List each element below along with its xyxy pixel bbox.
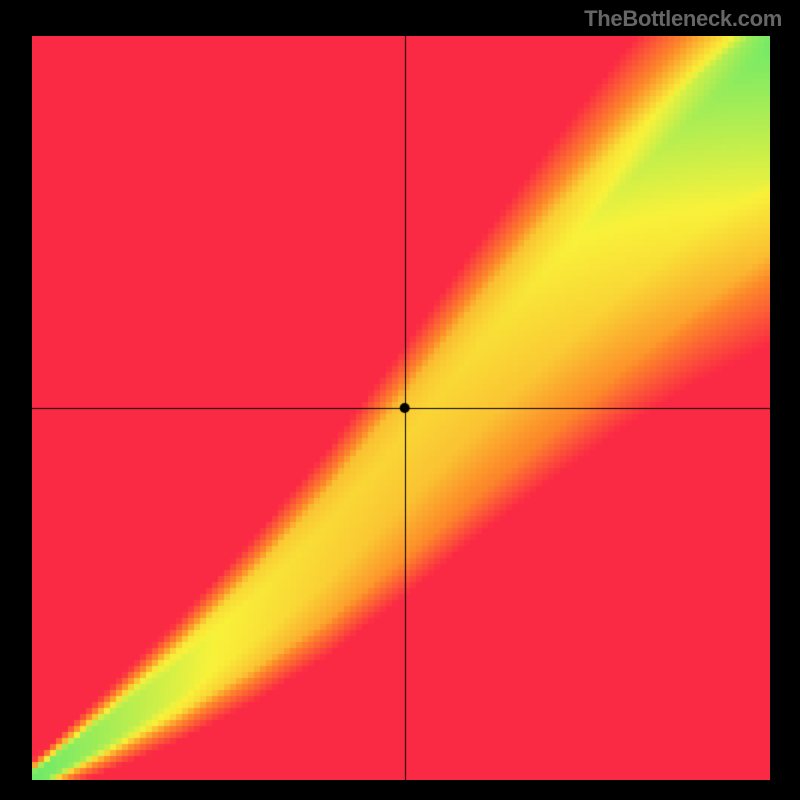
- heatmap-canvas: [32, 36, 770, 780]
- watermark-text: TheBottleneck.com: [584, 6, 782, 32]
- chart-container: TheBottleneck.com: [0, 0, 800, 800]
